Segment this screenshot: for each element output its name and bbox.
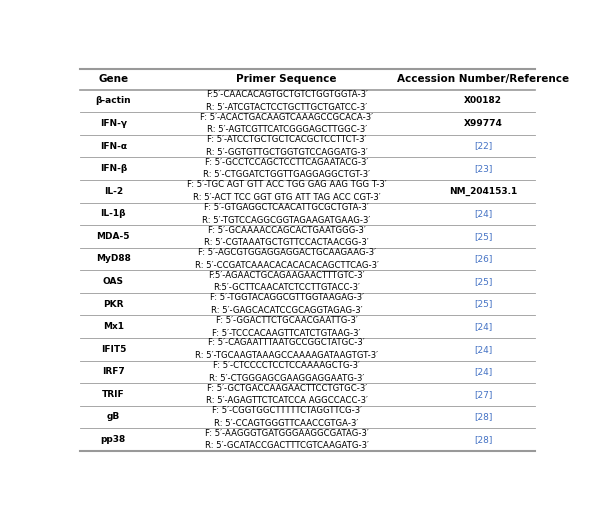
Text: TRIF: TRIF xyxy=(102,390,125,399)
Text: F: 5′-AAGGGTGATGGGAAGGCGATAG-3′: F: 5′-AAGGGTGATGGGAAGGCGATAG-3′ xyxy=(205,429,368,438)
Text: F: 5′-GTGAGGCTCAACATTGCGCTGTA-3′: F: 5′-GTGAGGCTCAACATTGCGCTGTA-3′ xyxy=(204,203,369,212)
Text: F: 5′-TGC AGT GTT ACC TGG GAG AAG TGG T-3′: F: 5′-TGC AGT GTT ACC TGG GAG AAG TGG T-… xyxy=(187,180,386,190)
Text: F: 5′-GCCTCCAGCTCCTTCAGAATACG-3′: F: 5′-GCCTCCAGCTCCTTCAGAATACG-3′ xyxy=(205,158,368,167)
Text: [23]: [23] xyxy=(474,164,492,173)
Text: Gene: Gene xyxy=(98,75,128,84)
Text: IFN-β: IFN-β xyxy=(100,164,127,173)
Text: F: 5′-TGGTACAGGCGTTGGTAAGAG-3′: F: 5′-TGGTACAGGCGTTGGTAAGAG-3′ xyxy=(209,293,364,303)
Text: [24]: [24] xyxy=(474,322,492,331)
Text: β-actin: β-actin xyxy=(95,97,131,105)
Text: NM_204153.1: NM_204153.1 xyxy=(449,187,517,196)
Text: X00182: X00182 xyxy=(464,97,502,105)
Text: Mx1: Mx1 xyxy=(103,322,124,331)
Text: IL-2: IL-2 xyxy=(104,187,123,196)
Text: R: 5′-ATCGTACTCCTGCTTGCTGATCC-3′: R: 5′-ATCGTACTCCTGCTTGCTGATCC-3′ xyxy=(206,103,367,112)
Text: R: 5′-CGTAAATGCTGTTCCACTAACGG-3′: R: 5′-CGTAAATGCTGTTCCACTAACGG-3′ xyxy=(204,238,369,247)
Text: R: 5′-CTGGGAGCGAAGGAGGAATG-3′: R: 5′-CTGGGAGCGAAGGAGGAATG-3′ xyxy=(209,374,364,383)
Text: X99774: X99774 xyxy=(464,119,502,128)
Text: [26]: [26] xyxy=(474,254,492,264)
Text: IL-1β: IL-1β xyxy=(101,210,126,218)
Text: R: 5′-CTGGATCTGGTTGAGGAGGCTGT-3′: R: 5′-CTGGATCTGGTTGAGGAGGCTGT-3′ xyxy=(203,171,370,179)
Text: IFN-α: IFN-α xyxy=(100,142,127,151)
Text: R: 5′-TGCAAGTAAAGCCAAAAGATAAGTGT-3′: R: 5′-TGCAAGTAAAGCCAAAAGATAAGTGT-3′ xyxy=(195,351,378,360)
Text: [22]: [22] xyxy=(474,142,492,151)
Text: R: 5′-AGAGTTCTCATCCA AGGCCACC-3′: R: 5′-AGAGTTCTCATCCA AGGCCACC-3′ xyxy=(206,396,368,405)
Text: F: 5′-TCCCACAAGTTCATCTGTAAG-3′: F: 5′-TCCCACAAGTTCATCTGTAAG-3′ xyxy=(212,329,361,337)
Text: OAS: OAS xyxy=(103,277,124,286)
Text: R: 5′-ACT TCC GGT GTG ATT TAG ACC CGT-3′: R: 5′-ACT TCC GGT GTG ATT TAG ACC CGT-3′ xyxy=(193,193,380,202)
Text: [24]: [24] xyxy=(474,210,492,218)
Text: F:5′-AGAACTGCAGAAGAACTTTGTC-3′: F:5′-AGAACTGCAGAAGAACTTTGTC-3′ xyxy=(208,271,365,280)
Text: R:5′-GCTTCAACATCTCCTTGTACC-3′: R:5′-GCTTCAACATCTCCTTGTACC-3′ xyxy=(213,284,360,292)
Text: F: 5′-GCAAAACCAGCACTGAATGGG-3′: F: 5′-GCAAAACCAGCACTGAATGGG-3′ xyxy=(208,225,365,235)
Text: F:5′-CAACACAGTGCTGTCTGGTGGTA-3′: F:5′-CAACACAGTGCTGTCTGGTGGTA-3′ xyxy=(206,90,368,99)
Text: MDA-5: MDA-5 xyxy=(97,232,130,241)
Text: Primer Sequence: Primer Sequence xyxy=(236,75,337,84)
Text: R: 5′-GCATACCGACTTTCGTCAAGATG-3′: R: 5′-GCATACCGACTTTCGTCAAGATG-3′ xyxy=(205,442,368,450)
Text: IFIT5: IFIT5 xyxy=(101,345,126,354)
Text: R: 5′-GAGCACATCCGCAGGTAGAG-3′: R: 5′-GAGCACATCCGCAGGTAGAG-3′ xyxy=(211,306,362,315)
Text: [24]: [24] xyxy=(474,367,492,376)
Text: F: 5′-ATCCTGCTGCTCACGCTCCTTCT-3′: F: 5′-ATCCTGCTGCTCACGCTCCTTCT-3′ xyxy=(207,135,366,144)
Text: IRF7: IRF7 xyxy=(102,367,125,376)
Text: [25]: [25] xyxy=(474,299,492,309)
Text: IFN-γ: IFN-γ xyxy=(100,119,127,128)
Text: [28]: [28] xyxy=(474,435,492,444)
Text: F: 5′-GGACTTCTGCAACGAATTG-3′: F: 5′-GGACTTCTGCAACGAATTG-3′ xyxy=(216,316,358,325)
Text: MyD88: MyD88 xyxy=(96,254,131,264)
Text: [25]: [25] xyxy=(474,277,492,286)
Text: [25]: [25] xyxy=(474,232,492,241)
Text: [28]: [28] xyxy=(474,412,492,422)
Text: Accession Number/Reference: Accession Number/Reference xyxy=(397,75,569,84)
Text: gB: gB xyxy=(107,412,120,422)
Text: R: 5′-GGTGTTGCTGGTGTCCAGGATG-3′: R: 5′-GGTGTTGCTGGTGTCCAGGATG-3′ xyxy=(206,148,367,157)
Text: F: 5′-CGGTGGCTTTTTCTAGGTTCG-3′: F: 5′-CGGTGGCTTTTTCTAGGTTCG-3′ xyxy=(212,406,362,415)
Text: F: 5′-AGCGTGGAGGAGGACTGCAAGAAG-3′: F: 5′-AGCGTGGAGGAGGACTGCAAGAAG-3′ xyxy=(197,248,376,257)
Text: F: 5′-CTCCCCTCCTCCAAAAGCTG-3′: F: 5′-CTCCCCTCCTCCAAAAGCTG-3′ xyxy=(213,361,360,370)
Text: PKR: PKR xyxy=(103,299,124,309)
Text: R: 5′-CCGATCAAACACACACACAGCTTCAG-3′: R: 5′-CCGATCAAACACACACACAGCTTCAG-3′ xyxy=(194,261,379,270)
Text: [24]: [24] xyxy=(474,345,492,354)
Text: R: 5′-TGTCCAGGCGGTAGAAGATGAAG-3′: R: 5′-TGTCCAGGCGGTAGAAGATGAAG-3′ xyxy=(202,216,371,225)
Text: F: 5′-GCTGACCAAGAACTTCCTGTGC-3′: F: 5′-GCTGACCAAGAACTTCCTGTGC-3′ xyxy=(206,384,367,392)
Text: [27]: [27] xyxy=(474,390,492,399)
Text: F: 5′-CAGAATTTAATGCCGGCTATGC-3′: F: 5′-CAGAATTTAATGCCGGCTATGC-3′ xyxy=(208,338,365,347)
Text: pp38: pp38 xyxy=(101,435,126,444)
Text: R: 5′-CCAGTGGGTTCAACCGTGA-3′: R: 5′-CCAGTGGGTTCAACCGTGA-3′ xyxy=(214,419,359,428)
Text: F: 5′-ACACTGACAAGTCAAAGCCGCACA-3′: F: 5′-ACACTGACAAGTCAAAGCCGCACA-3′ xyxy=(200,113,373,122)
Text: R: 5′-AGTCGTTCATCGGGAGCTTGGC-3′: R: 5′-AGTCGTTCATCGGGAGCTTGGC-3′ xyxy=(206,125,367,134)
